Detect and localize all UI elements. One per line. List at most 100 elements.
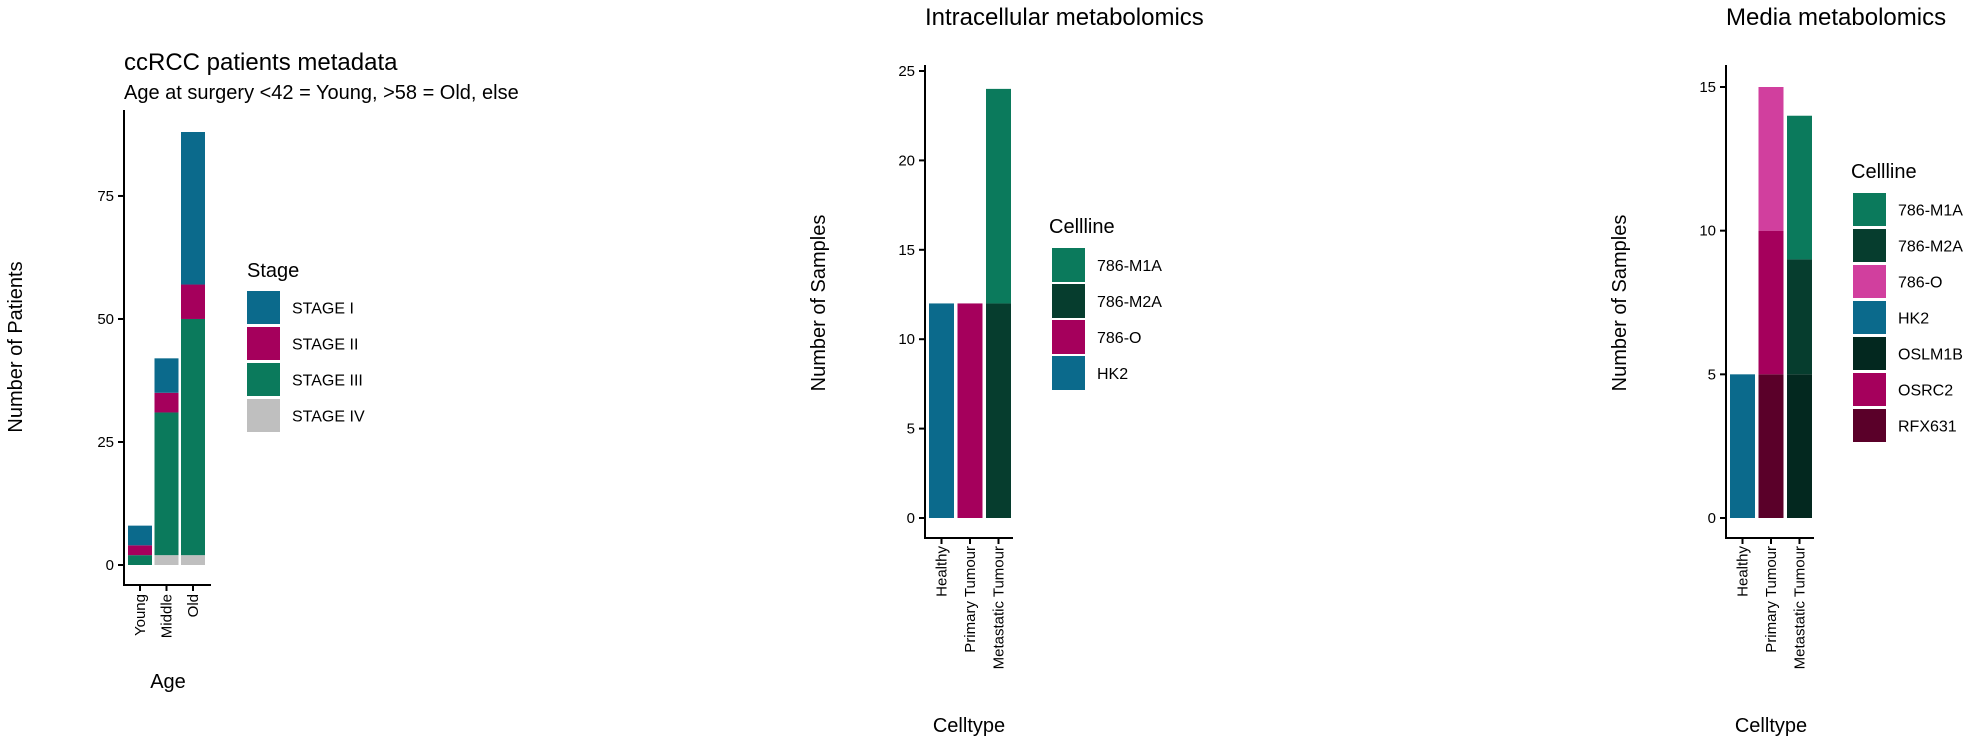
panel3-legend-swatch-786-m1a — [1853, 193, 1886, 226]
panel1-bar-old-stage-i — [181, 132, 205, 285]
panel3-legend-label-786-m2a: 786-M2A — [1898, 239, 1963, 256]
panel2-legend-label-786-m1a: 786-M1A — [1097, 258, 1162, 275]
panel1-xtick-label-young: Young — [132, 594, 149, 636]
panel2-title: Intracellular metabolomics — [925, 4, 1204, 31]
panel1-bar-old-stage-ii — [181, 284, 205, 319]
panel2-yticks: 0 5 10 15 20 25 — [898, 63, 925, 527]
panel2-ytick-label-20: 20 — [898, 152, 915, 169]
panel2-bar-metastatic-tumour-786-m2a — [986, 303, 1011, 518]
panel1-subtitle: Age at surgery <42 = Young, >58 = Old, e… — [124, 82, 519, 104]
panel1-bar-middle-stage-i — [154, 358, 179, 393]
panel1-bar-middle-stage-iii — [154, 412, 179, 556]
panel1-xtick-label-old: Old — [185, 594, 202, 617]
panel2-xtick-label-metastatic-tumour: Metastatic Tumour — [991, 546, 1008, 669]
panel2-bar-healthy-hk2 — [929, 303, 954, 518]
panel3-ytick-label-15: 15 — [1699, 79, 1716, 96]
panel-patients: ccRCC patients metadata Age at surgery <… — [5, 49, 519, 693]
panel3-ytick-label-5: 5 — [1708, 366, 1716, 383]
panel3-legend-label-hk2: HK2 — [1898, 311, 1929, 328]
panel1-xtick-label-middle: Middle — [159, 594, 176, 638]
panel3-legend-swatch-rfx631 — [1853, 409, 1886, 442]
panel1-legend-swatch-stage-iii — [247, 363, 280, 396]
panel2-legend-swatch-786-o — [1052, 320, 1085, 354]
panel2-bar-primary-tumour-786-o — [957, 303, 983, 518]
panel2-xtick-label-primary-tumour: Primary Tumour — [962, 546, 979, 653]
panel3-xticks: Healthy Primary Tumour Metastatic Tumour — [1735, 538, 1809, 669]
panel2-legend-swatch-786-m1a — [1052, 248, 1085, 282]
panel1-legend-swatch-stage-iv — [247, 399, 280, 432]
panel2-bars — [929, 88, 1011, 518]
panel3-legend-swatch-hk2 — [1853, 301, 1886, 334]
panel1-bar-young-stage-iii — [128, 555, 152, 565]
panel2-ytick-label-0: 0 — [907, 510, 915, 527]
panel1-legend-label-stage-ii: STAGE II — [292, 337, 358, 354]
panel3-yticks: 0 5 10 15 — [1699, 79, 1726, 527]
panel2-ytick-label-25: 25 — [898, 63, 915, 80]
panel1-legend-label-stage-iii: STAGE III — [292, 373, 363, 390]
panel3-bars — [1730, 87, 1812, 518]
panel2-legend-label-hk2: HK2 — [1097, 366, 1128, 383]
panel1-yticks: 0 25 50 75 — [97, 188, 124, 574]
panel1-ytick-label-50: 50 — [97, 311, 114, 328]
panel3-bar-primary-tumour-786-o — [1758, 87, 1784, 231]
panel3-xlabel: Celltype — [1735, 715, 1807, 737]
panel1-bar-old-stage-iii — [181, 318, 205, 556]
panel2-bar-metastatic-tumour-786-m1a — [986, 88, 1011, 304]
panel2-legend-swatch-hk2 — [1052, 356, 1085, 390]
panel-intracellular: Intracellular metabolomics Number of Sam… — [808, 4, 1204, 737]
panel3-legend: Cellline 786-M1A 786-M2A 786-O HK2 OSLM1B OSR… — [1851, 161, 1963, 442]
panel1-ytick-label-75: 75 — [97, 188, 114, 205]
panel1-legend-title: Stage — [247, 260, 299, 282]
panel2-legend-title: Cellline — [1049, 216, 1115, 238]
panel2-legend: Cellline 786-M1A 786-M2A 786-O HK2 — [1049, 216, 1162, 390]
panel1-bar-young-stage-i — [128, 525, 152, 546]
panel3-legend-swatch-osrc2 — [1853, 373, 1886, 406]
panel3-bar-metastatic-tumour-786-m2a — [1787, 259, 1812, 375]
panel1-xticks: Young Middle Old — [132, 585, 202, 638]
panel3-legend-label-rfx631: RFX631 — [1898, 419, 1957, 436]
panel3-bar-primary-tumour-osrc2 — [1758, 230, 1784, 375]
panel3-legend-label-786-m1a: 786-M1A — [1898, 203, 1963, 220]
panel1-ylabel: Number of Patients — [5, 261, 27, 432]
panel3-bar-metastatic-tumour-oslm1b — [1787, 374, 1812, 518]
panel3-title: Media metabolomics — [1726, 4, 1946, 31]
panel2-ytick-label-10: 10 — [898, 331, 915, 348]
panel1-bar-young-stage-ii — [128, 545, 152, 556]
panel2-legend-swatch-786-m2a — [1052, 284, 1085, 318]
panel3-legend-swatch-oslm1b — [1853, 337, 1886, 370]
panel3-legend-label-786-o: 786-O — [1898, 275, 1942, 292]
panel1-ytick-label-0: 0 — [106, 557, 114, 574]
panel1-legend-swatch-stage-ii — [247, 327, 280, 360]
panel1-legend-label-stage-i: STAGE I — [292, 301, 354, 318]
panel3-bar-primary-tumour-rfx631 — [1758, 374, 1784, 518]
panel3-legend-swatch-786-o — [1853, 265, 1886, 298]
panel1-bars — [128, 132, 205, 565]
panel2-legend-label-786-o: 786-O — [1097, 330, 1141, 347]
panel2-xtick-label-healthy: Healthy — [934, 546, 951, 597]
panel3-bar-healthy-hk2 — [1730, 374, 1755, 518]
panel1-bar-old-stage-iv — [181, 555, 205, 565]
panel3-ytick-label-10: 10 — [1699, 223, 1716, 240]
panel2-ytick-label-5: 5 — [907, 421, 915, 438]
panel3-legend-label-oslm1b: OSLM1B — [1898, 347, 1963, 364]
panel3-bar-metastatic-tumour-786-m1a — [1787, 115, 1812, 260]
panel1-legend: Stage STAGE I STAGE II STAGE III STAGE IV — [247, 260, 365, 432]
panel3-legend-title: Cellline — [1851, 161, 1917, 183]
panel3-ytick-label-0: 0 — [1708, 510, 1716, 527]
panel3-legend-label-osrc2: OSRC2 — [1898, 383, 1953, 400]
panel3-ylabel: Number of Samples — [1609, 215, 1631, 392]
panel2-ylabel: Number of Samples — [808, 215, 830, 392]
panel3-xtick-label-primary-tumour: Primary Tumour — [1763, 546, 1780, 653]
panel2-xticks: Healthy Primary Tumour Metastatic Tumour — [934, 538, 1008, 669]
panel3-legend-swatch-786-m2a — [1853, 229, 1886, 262]
panel1-legend-label-stage-iv: STAGE IV — [292, 409, 365, 426]
panel3-xtick-label-metastatic-tumour: Metastatic Tumour — [1792, 546, 1809, 669]
panel1-legend-swatch-stage-i — [247, 291, 280, 324]
panel-media: Media metabolomics Number of Samples Cel… — [1609, 4, 1963, 737]
panel1-title: ccRCC patients metadata — [124, 49, 398, 76]
panel2-legend-label-786-m2a: 786-M2A — [1097, 294, 1162, 311]
panel2-ytick-label-15: 15 — [898, 242, 915, 259]
panel1-xlabel: Age — [150, 671, 186, 693]
panel1-bar-middle-stage-ii — [154, 392, 179, 413]
